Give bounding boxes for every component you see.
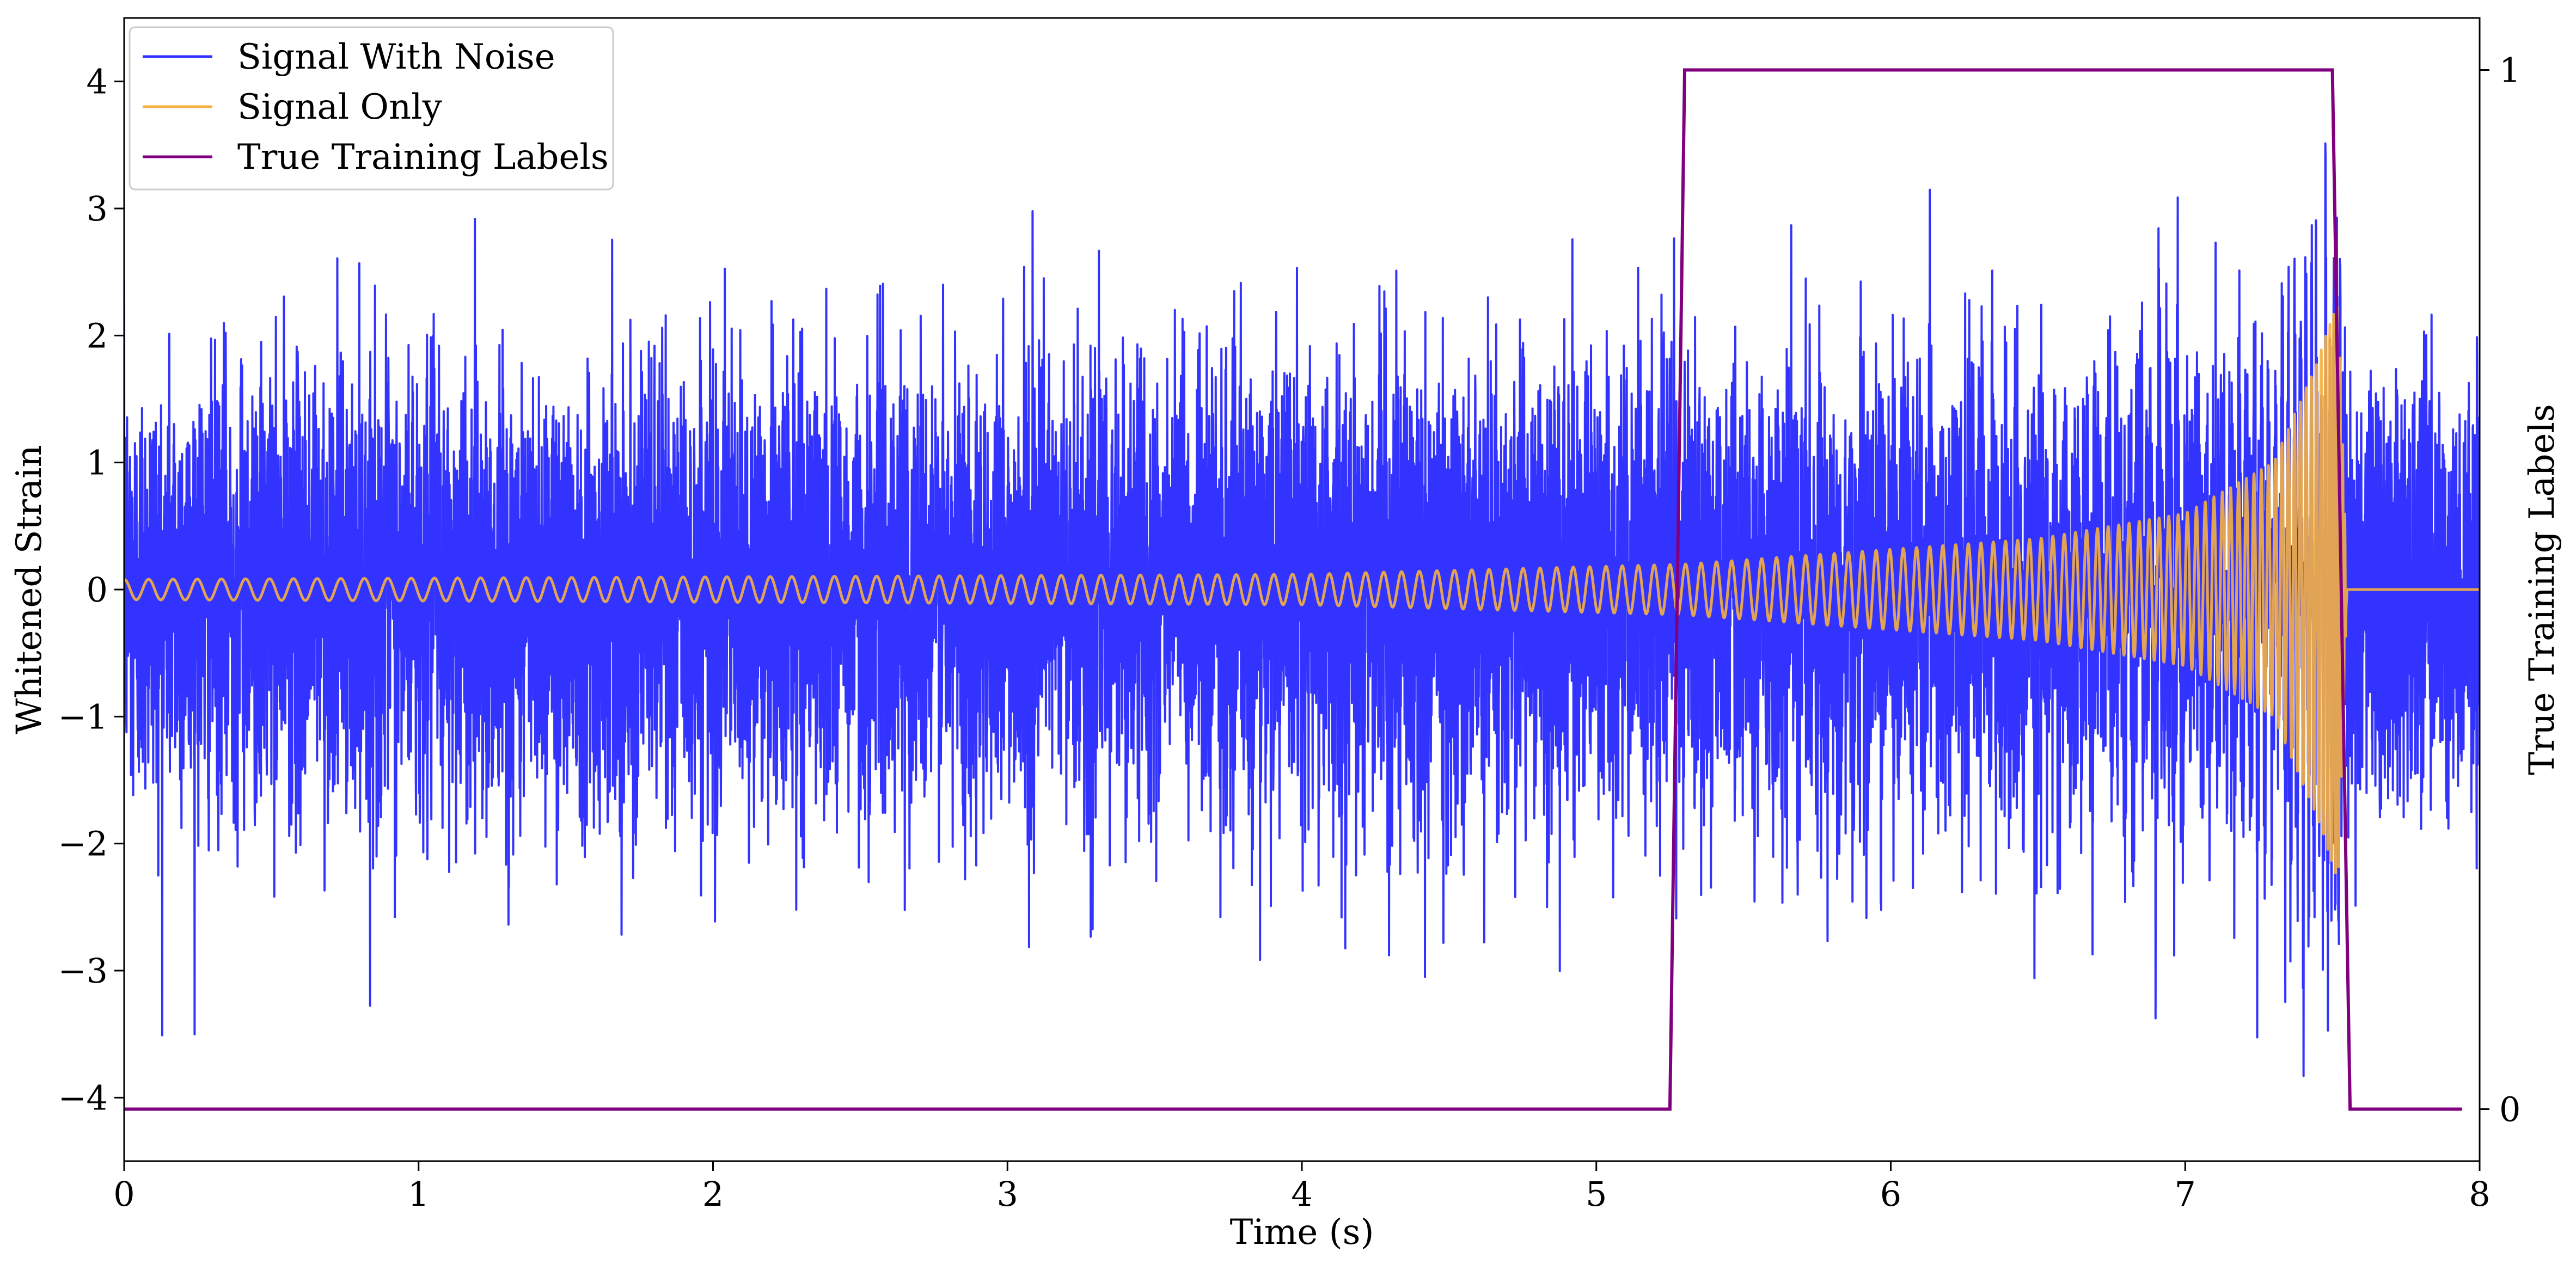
x-axis-label: Time (s) (1230, 1212, 1374, 1253)
legend-box (129, 26, 614, 191)
x-tick-label: 0 (113, 1174, 134, 1214)
x-axis: 0 1 2 3 4 5 6 7 8 (113, 1161, 2491, 1214)
legend: Signal With Noise Signal Only True Train… (129, 26, 614, 191)
y2-tick-label: 0 (2499, 1090, 2520, 1130)
x-tick-label: 2 (702, 1174, 724, 1214)
legend-label-signal-only: Signal Only (237, 87, 442, 127)
x-tick-label: 3 (997, 1174, 1018, 1214)
x-tick-label: 7 (2175, 1174, 2196, 1214)
x-tick-label: 4 (1291, 1174, 1312, 1214)
y-tick-label: 2 (87, 316, 108, 355)
y-tick-label: 4 (87, 62, 108, 102)
series-line-true-training-labels (124, 68, 2462, 1111)
plot-area (124, 68, 2480, 1111)
x-tick-label: 6 (1880, 1174, 1901, 1214)
y-tick-label: −3 (58, 951, 108, 991)
series-line-signal-only (124, 305, 2480, 874)
legend-label-true-training-labels: True Training Labels (237, 137, 609, 177)
legend-label-signal-with-noise: Signal With Noise (237, 37, 555, 77)
y2-axis-label: True Training Labels (2522, 404, 2562, 775)
y-tick-label: −2 (58, 824, 108, 864)
x-tick-label: 8 (2469, 1174, 2490, 1214)
y-tick-label: 0 (87, 570, 108, 610)
y-axis-left: −4 −3 −2 −1 0 1 2 3 4 (58, 62, 124, 1118)
y-tick-label: −4 (58, 1078, 108, 1118)
y-axis-right: 01 (2480, 50, 2520, 1130)
y-axis-label: Whitened Strain (9, 445, 50, 734)
series-line-signal-with-noise (124, 142, 2480, 1077)
y-tick-label: 1 (87, 443, 108, 483)
x-tick-label: 1 (408, 1174, 429, 1214)
x-tick-label: 5 (1586, 1174, 1607, 1214)
y-tick-label: −1 (58, 697, 108, 737)
y-tick-label: 3 (87, 189, 108, 229)
y2-tick-label: 1 (2499, 50, 2520, 90)
